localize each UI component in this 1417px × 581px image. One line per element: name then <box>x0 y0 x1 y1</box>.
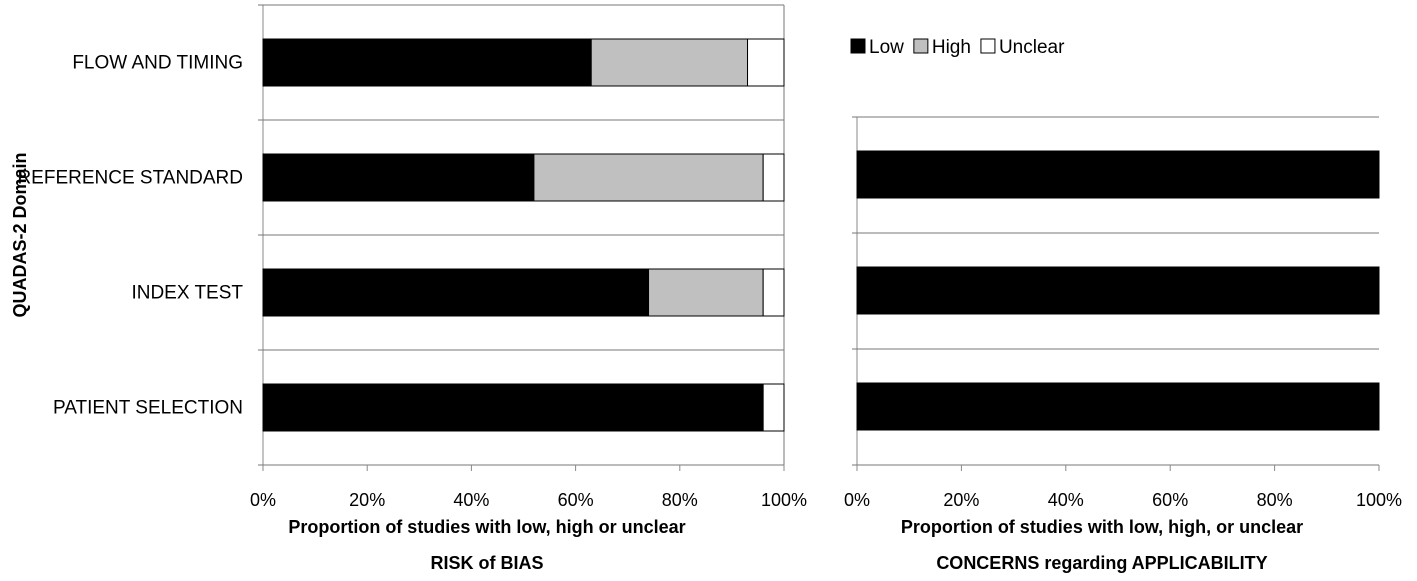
x-tick-label: 40% <box>1048 490 1084 510</box>
right-chart-bars <box>856 150 1380 431</box>
left-x-axis-title-line1: Proportion of studies with low, high or … <box>288 517 685 537</box>
left-x-axis-title-line2: RISK of BIAS <box>430 553 543 573</box>
legend-swatch-unclear <box>980 38 996 54</box>
x-tick-label: 80% <box>1257 490 1293 510</box>
legend-swatch-low <box>850 38 866 54</box>
bar-segment-low <box>262 383 764 432</box>
bar-segment-low <box>856 266 1380 315</box>
bar-segment-high <box>590 38 749 87</box>
bar-segment-low <box>856 150 1380 199</box>
right-x-axis-title-line2: CONCERNS regarding APPLICABILITY <box>936 553 1267 573</box>
legend-label-unclear: Unclear <box>999 37 1065 58</box>
bar-segment-unclear <box>762 268 785 317</box>
x-tick-label: 0% <box>250 490 276 510</box>
x-tick-label: 20% <box>943 490 979 510</box>
bar-segment-low <box>856 382 1380 431</box>
right-chart-x-ticks: 0% 20% 40% 60% 80% 100% <box>844 490 1402 510</box>
bar-segment-unclear <box>747 38 785 87</box>
bar-segment-high <box>648 268 764 317</box>
bar-segment-unclear <box>762 383 785 432</box>
legend: Low High Unclear <box>850 37 1065 58</box>
bar-segment-low <box>262 153 535 202</box>
x-tick-label: 100% <box>1356 490 1402 510</box>
left-chart-bars <box>262 38 785 432</box>
left-chart-category-labels: FLOW AND TIMING REFERENCE STANDARD INDEX T… <box>17 53 243 419</box>
category-label: INDEX TEST <box>131 283 243 304</box>
x-tick-label: 60% <box>1152 490 1188 510</box>
x-tick-label: 40% <box>453 490 489 510</box>
bar-segment-high <box>533 153 764 202</box>
y-axis-title: QUADAS-2 Domain <box>10 152 30 317</box>
left-chart-x-ticks: 0% 20% 40% 60% 80% 100% <box>250 490 807 510</box>
x-tick-label: 80% <box>662 490 698 510</box>
category-label: REFERENCE STANDARD <box>17 168 243 189</box>
bar-segment-low <box>262 268 650 317</box>
bar-segment-low <box>262 38 592 87</box>
category-label: PATIENT SELECTION <box>53 398 243 419</box>
x-tick-label: 60% <box>558 490 594 510</box>
risk-of-bias-chart: FLOW AND TIMING REFERENCE STANDARD INDEX T… <box>17 4 807 573</box>
legend-swatch-high <box>913 38 929 54</box>
right-x-axis-title-line1: Proportion of studies with low, high, or… <box>901 517 1303 537</box>
legend-label-high: High <box>932 37 971 58</box>
x-tick-label: 0% <box>844 490 870 510</box>
bar-segment-unclear <box>762 153 785 202</box>
legend-label-low: Low <box>869 37 904 58</box>
x-tick-label: 100% <box>761 490 807 510</box>
applicability-chart: 0% 20% 40% 60% 80% 100% Proportion of studies… <box>844 116 1402 573</box>
x-tick-label: 20% <box>349 490 385 510</box>
category-label: FLOW AND TIMING <box>72 53 243 74</box>
